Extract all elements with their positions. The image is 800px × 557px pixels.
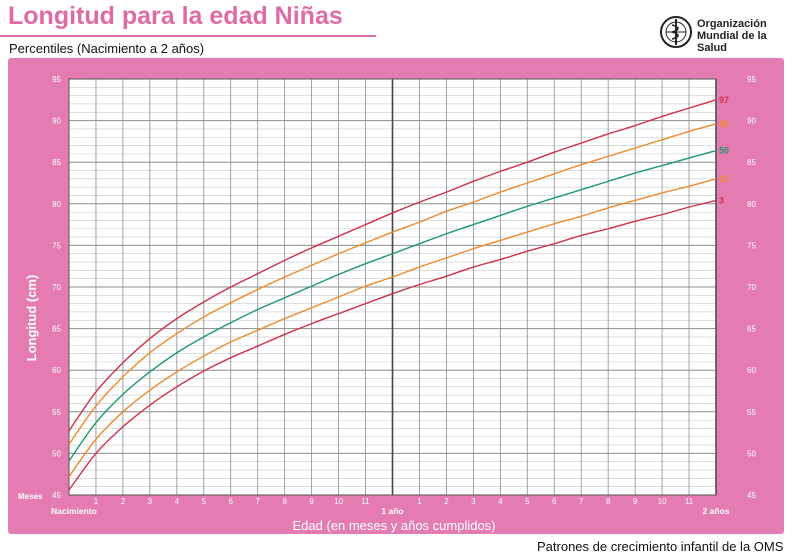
x-tick-label: 10 [334,497,343,506]
y-tick-label-left: 80 [52,200,61,209]
x-tick-label: 10 [658,497,667,506]
who-emblem-icon [660,16,692,48]
who-name: Organización Mundial de la Salud [697,18,798,54]
x-tick-label: 11 [685,497,694,506]
y-tick-label-right: 50 [747,449,756,458]
y-tick-label-right: 75 [747,241,756,250]
y-axis-title: Longitud (cm) [24,275,39,362]
plot-border [68,78,717,496]
y-tick-label-left: 70 [52,283,61,292]
x-tick-label: 8 [282,497,287,506]
y-tick-label-right: 65 [747,325,756,334]
x-tick-label: 6 [229,497,234,506]
footer-credit: Patrones de crecimiento infantil de la O… [537,539,784,554]
y-tick-label-right: 70 [747,283,756,292]
y-tick-label-left: 90 [52,117,61,126]
x-tick-label: 2 [444,497,449,506]
page-subtitle: Percentiles (Nacimiento a 2 años) [9,41,205,56]
x-tick-label: 6 [552,497,557,506]
x-tick-label: 5 [202,497,207,506]
who-logo: Organización Mundial de la Salud [658,14,798,54]
who-name-line2: Mundial de la Salud [697,30,767,54]
x-tick-label: 7 [255,497,260,506]
y-tick-label-left: 60 [52,366,61,375]
y-tick-label-right: 90 [747,117,756,126]
x-tick-label: 1 año [381,506,403,516]
x-tick-label: 7 [579,497,584,506]
y-tick-label-right: 55 [747,408,756,417]
x-tick-label: 1 [417,497,422,506]
x-tick-label: 4 [175,497,180,506]
series-line-p15 [68,178,717,478]
x-tick-label: Nacimiento [51,506,97,516]
series-label-p3: 3 [719,195,724,205]
x-tick-label: 2 [121,497,126,506]
x-tick-label: 11 [361,497,370,506]
y-tick-label-left: 50 [52,449,61,458]
y-tick-label-right: 45 [747,491,756,500]
series-line-p50 [68,149,717,462]
y-tick-label-right: 60 [747,366,756,375]
x-tick-label: 8 [606,497,611,506]
y-tick-label-right: 80 [747,200,756,209]
y-tick-label-left: 75 [52,241,61,250]
x-unit-label: Meses [18,492,43,501]
x-tick-label: 3 [148,497,153,506]
y-tick-label-left: 65 [52,325,61,334]
x-axis-title: Edad (en meses y años cumplidos) [292,518,495,533]
x-tick-label: 1 [94,497,99,506]
y-tick-label-left: 85 [52,158,61,167]
series-line-p85 [68,123,717,445]
y-tick-label-left: 55 [52,408,61,417]
x-tick-label: 3 [471,497,476,506]
y-tick-label-right: 95 [747,75,756,84]
series-line-p97 [68,99,717,432]
series-label-p97: 97 [719,95,729,105]
title-underline [0,35,376,37]
series-line-p3 [68,199,717,491]
y-tick-label-right: 85 [747,158,756,167]
x-tick-label: 4 [498,497,503,506]
y-tick-label-left: 95 [52,75,61,84]
series-label-p85: 85 [719,119,729,129]
series-label-p15: 15 [719,174,729,184]
chart-panel: 45 45 50 50 55 55 60 60 65 65 70 70 75 75 80 80 85 85 90 90… [8,58,784,534]
x-tick-label: 9 [309,497,314,506]
page-title: Longitud para la edad Niñas [8,2,343,30]
x-tick-label: 5 [525,497,530,506]
x-tick-label: 9 [633,497,638,506]
y-tick-label-left: 45 [52,491,61,500]
series-label-p50: 50 [719,146,729,156]
x-tick-label: 2 años [703,506,730,516]
who-name-line1: Organización [697,18,767,30]
